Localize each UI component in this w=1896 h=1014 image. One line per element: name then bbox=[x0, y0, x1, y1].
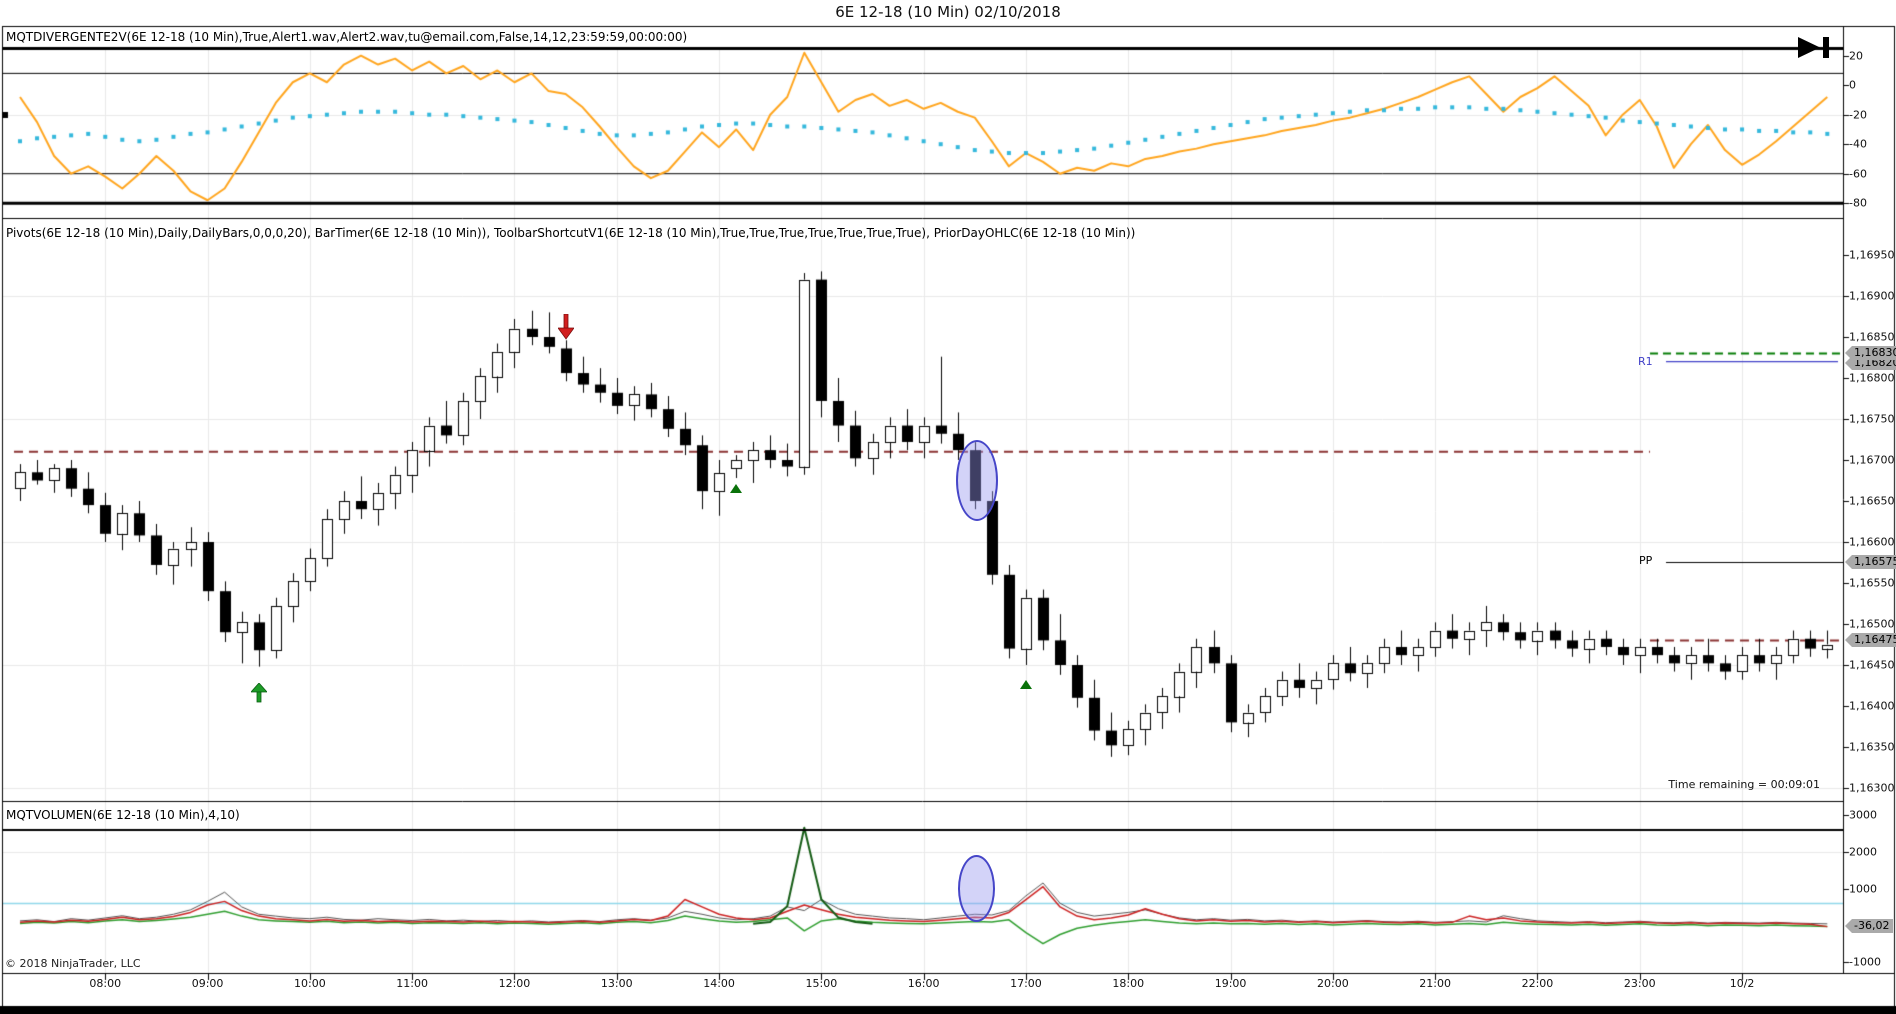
time-axis[interactable]: 08:00 09:00 10:00 11:00 12:00 13:00 14:00 15:00… bbox=[0, 975, 1896, 993]
time-tick-label: 20:00 bbox=[1316, 977, 1349, 990]
indicator-label-pivots: Pivots(6E 12-18 (10 Min),Daily,DailyBars… bbox=[6, 226, 1136, 240]
time-tick-label: 15:00 bbox=[805, 977, 838, 990]
indicator-label-volume: MQTVOLUMEN(6E 12-18 (10 Min),4,10) bbox=[6, 808, 240, 822]
time-tick-label: 11:00 bbox=[396, 977, 428, 990]
time-tick-label: 13:00 bbox=[600, 977, 633, 990]
chart-title: 6E 12-18 (10 Min) 02/10/2018 bbox=[835, 3, 1061, 21]
time-tick-label: 12:00 bbox=[498, 977, 531, 990]
up-triangle-icon bbox=[1020, 680, 1032, 689]
price-marker-prior-high: 1,16830 bbox=[1845, 346, 1896, 360]
volume-marker-last: -36,02 bbox=[1845, 919, 1894, 933]
time-tick-label: 23:00 bbox=[1623, 977, 1656, 990]
time-tick-label: 19:00 bbox=[1214, 977, 1247, 990]
time-tick-label: 08:00 bbox=[89, 977, 122, 990]
time-tick-label: 16:00 bbox=[907, 977, 940, 990]
pivot-pp-label: PP bbox=[1639, 554, 1653, 567]
time-tick-label: 22:00 bbox=[1521, 977, 1554, 990]
indicator-label-divergence: MQTDIVERGENTE2V(6E 12-18 (10 Min),True,A… bbox=[6, 30, 688, 44]
annotation-ellipse-volume[interactable] bbox=[958, 855, 995, 922]
price-marker-pp: 1,16575 bbox=[1845, 555, 1896, 569]
time-tick-label: 10:00 bbox=[293, 977, 326, 990]
annotation-ellipse-price[interactable] bbox=[956, 440, 998, 521]
time-tick-label: 14:00 bbox=[703, 977, 735, 990]
time-tick-label: 10/2 bbox=[1729, 977, 1755, 990]
copyright-text: © 2018 NinjaTrader, LLC bbox=[5, 957, 141, 970]
time-tick-label: 09:00 bbox=[191, 977, 224, 990]
time-tick-label: 21:00 bbox=[1419, 977, 1451, 990]
bar-timer-text: Time remaining = 00:09:01 bbox=[1668, 778, 1820, 791]
price-marker-last: 1,16475 bbox=[1845, 633, 1896, 647]
time-tick-label: 17:00 bbox=[1010, 977, 1042, 990]
time-tick-label: 18:00 bbox=[1112, 977, 1145, 990]
buy-arrow-icon bbox=[251, 683, 267, 703]
up-triangle-icon bbox=[730, 484, 742, 493]
sell-arrow-icon bbox=[558, 314, 574, 340]
go-to-end-icon[interactable] bbox=[1798, 37, 1832, 59]
pivot-r1-label: R1 bbox=[1638, 355, 1653, 368]
